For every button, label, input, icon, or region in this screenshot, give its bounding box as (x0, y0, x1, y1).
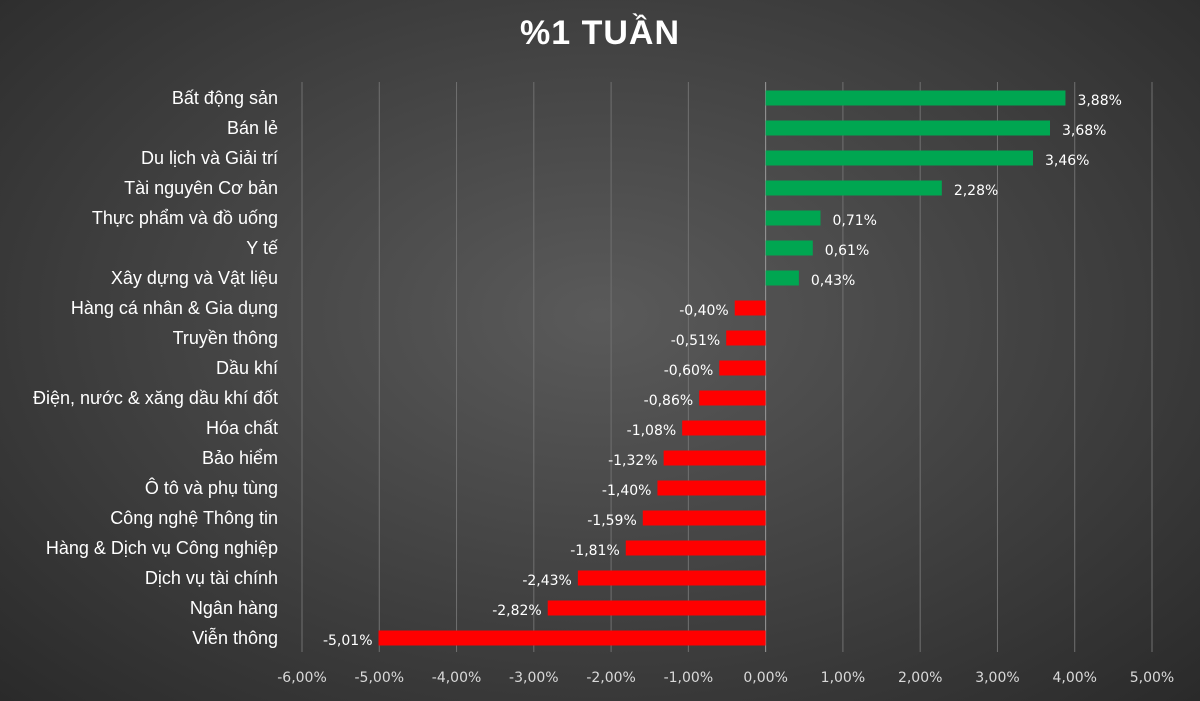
x-tick-label: -3,00% (509, 670, 559, 686)
category-label: Hàng & Dịch vụ Công nghiệp (46, 538, 278, 558)
bar (765, 270, 799, 286)
x-axis-ticks: -6,00% -5,00% -4,00% -3,00% -2,00% -1,00% 0,00… (277, 670, 1174, 686)
x-tick-label: -1,00% (664, 670, 714, 686)
category-label: Điện, nước & xăng dầu khí đốt (33, 388, 278, 408)
data-label: -0,60% (664, 363, 714, 379)
data-label: 3,46% (1045, 153, 1089, 169)
bar (765, 90, 1066, 106)
data-label: 0,43% (811, 273, 855, 289)
category-label: Ngân hàng (190, 598, 278, 618)
data-label: -1,40% (602, 483, 652, 499)
data-label: 2,28% (954, 183, 998, 199)
category-label: Y tế (246, 238, 278, 258)
bar (657, 480, 766, 496)
x-tick-label: 1,00% (821, 670, 865, 686)
bar (699, 390, 766, 406)
x-tick-label: 0,00% (743, 670, 787, 686)
bar (663, 450, 766, 466)
data-label: 0,61% (825, 243, 869, 259)
data-label: -2,43% (522, 573, 572, 589)
bar (577, 570, 766, 586)
category-label: Tài nguyên Cơ bản (124, 178, 278, 198)
data-label: -1,08% (627, 423, 677, 439)
category-label: Du lịch và Giải trí (141, 148, 278, 168)
bar (734, 300, 766, 316)
data-labels: 3,88% 3,68% 3,46% 2,28% 0,71% 0,61% 0,43% -0,40… (323, 93, 1122, 649)
grid-lines (301, 82, 1153, 652)
x-tick-label: 3,00% (975, 670, 1019, 686)
category-label: Hàng cá nhân & Gia dụng (71, 298, 278, 318)
category-label: Thực phẩm và đồ uống (92, 208, 278, 228)
data-label: -1,59% (587, 513, 637, 529)
category-label: Hóa chất (206, 418, 278, 438)
x-tick-label: 5,00% (1130, 670, 1174, 686)
data-label: -1,81% (570, 543, 620, 559)
bar (765, 240, 813, 256)
chart-title: %1 TUẦN (519, 14, 681, 52)
data-label: 3,68% (1062, 123, 1106, 139)
x-tick-label: -4,00% (432, 670, 482, 686)
data-label: -0,40% (679, 303, 729, 319)
bar (765, 210, 821, 226)
bar (765, 120, 1050, 136)
x-tick-label: 4,00% (1052, 670, 1096, 686)
bar (726, 330, 766, 346)
x-tick-label: -5,00% (355, 670, 405, 686)
bar (625, 540, 766, 556)
category-label: Xây dựng và Vật liệu (111, 268, 278, 288)
bar (547, 600, 766, 616)
category-label: Dầu khí (216, 358, 278, 378)
bar (642, 510, 766, 526)
category-label: Dịch vụ tài chính (145, 568, 278, 588)
x-tick-label: -6,00% (277, 670, 327, 686)
category-label: Bán lẻ (227, 118, 278, 138)
bars (378, 90, 1066, 646)
category-label: Bảo hiểm (202, 448, 278, 468)
data-label: 3,88% (1077, 93, 1121, 109)
category-label: Truyền thông (173, 328, 278, 348)
data-label: -0,86% (644, 393, 694, 409)
category-label: Ô tô và phụ tùng (145, 477, 278, 498)
data-label: -1,32% (608, 453, 658, 469)
data-label: -5,01% (323, 633, 373, 649)
bar (765, 150, 1033, 166)
category-label: Viễn thông (192, 627, 278, 648)
x-tick-label: -2,00% (586, 670, 636, 686)
data-label: -2,82% (492, 603, 542, 619)
bar (719, 360, 766, 376)
bar (682, 420, 766, 436)
data-label: -0,51% (671, 333, 721, 349)
x-tick-label: 2,00% (898, 670, 942, 686)
bar (378, 630, 766, 646)
category-labels: Bất động sản Bán lẻ Du lịch và Giải trí Tài… (33, 88, 278, 648)
bar (765, 180, 942, 196)
data-label: 0,71% (833, 213, 877, 229)
category-label: Bất động sản (172, 88, 278, 108)
category-label: Công nghệ Thông tin (110, 508, 278, 528)
